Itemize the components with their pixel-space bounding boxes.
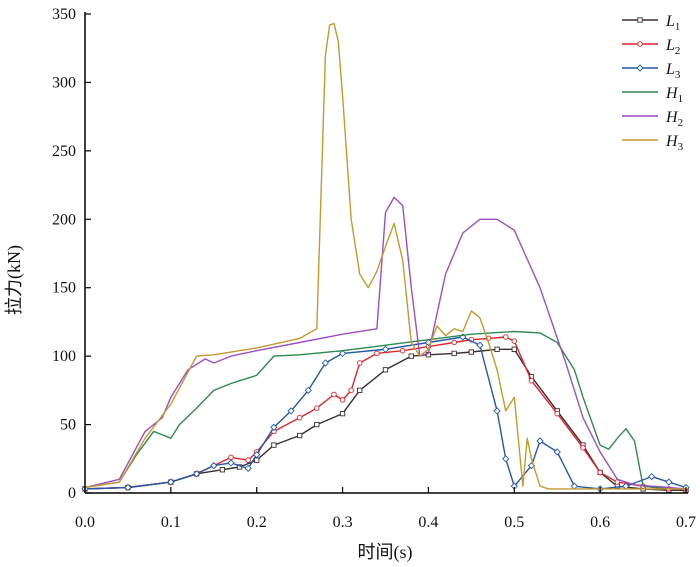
data-point <box>580 445 586 451</box>
series-line-l2 <box>84 336 686 490</box>
x-tick-label: 0.2 <box>247 514 267 531</box>
data-point <box>287 407 295 415</box>
data-point <box>245 457 251 463</box>
data-point <box>648 472 656 481</box>
tick-layer: 0.0 0.1 0.2 0.3 0.4 0.5 0.6 0.7 0 50 100 150 200 250 3… <box>52 6 696 531</box>
data-point <box>296 432 303 439</box>
axes <box>84 12 688 494</box>
series-layer <box>81 22 690 493</box>
y-tick-label: 50 <box>60 417 76 434</box>
legend-marker <box>637 41 643 47</box>
data-point <box>339 397 346 403</box>
legend-label: H1 <box>665 85 683 105</box>
data-point <box>228 454 234 461</box>
data-point <box>227 459 235 467</box>
data-point <box>665 478 673 486</box>
data-point <box>339 410 346 417</box>
data-point <box>124 483 132 492</box>
series-h3 <box>84 22 686 490</box>
y-tick-label: 200 <box>52 211 76 228</box>
legend-item-h3: H3 <box>622 133 684 153</box>
legend-label: H3 <box>665 133 684 153</box>
y-tick-label: 350 <box>52 6 76 23</box>
data-point <box>381 345 390 353</box>
data-point <box>356 360 363 366</box>
data-point <box>511 338 518 344</box>
y-tick-label: 150 <box>52 280 76 297</box>
data-point <box>348 387 354 394</box>
data-point <box>554 410 560 417</box>
series-h2 <box>84 196 687 490</box>
series-line-h2 <box>84 196 687 490</box>
legend: L1 L2 L3 H1 H2 H3 <box>622 13 684 153</box>
series-line-h3 <box>84 22 686 490</box>
legend-item-l1: L1 <box>622 13 680 33</box>
x-tick-label: 0.6 <box>590 514 610 531</box>
data-point <box>451 339 457 346</box>
legend-label: L3 <box>665 61 681 81</box>
y-tick-label: 250 <box>52 143 76 160</box>
series-l2 <box>82 334 689 492</box>
data-point <box>493 407 501 415</box>
legend-marker <box>637 17 643 23</box>
data-point <box>502 334 509 340</box>
data-point <box>321 359 330 367</box>
data-point <box>494 346 500 352</box>
data-point <box>408 353 414 359</box>
x-tick-label: 0.3 <box>333 514 353 531</box>
data-point <box>314 421 320 428</box>
data-point <box>253 451 261 459</box>
data-point <box>468 349 475 355</box>
data-point <box>314 405 320 411</box>
data-point <box>331 391 337 398</box>
series-h1 <box>84 330 686 490</box>
series-l1 <box>82 346 689 493</box>
data-point <box>382 367 389 373</box>
x-tick-label: 0.0 <box>75 514 95 531</box>
data-point <box>528 378 535 384</box>
data-point <box>244 464 252 473</box>
y-tick-label: 300 <box>52 74 76 91</box>
y-tick-label: 0 <box>68 485 76 502</box>
legend-item-h2: H2 <box>622 109 683 129</box>
data-point <box>536 437 544 445</box>
data-point <box>270 423 278 431</box>
data-point <box>219 467 226 473</box>
data-point <box>254 457 260 463</box>
y-tick-label: 100 <box>52 348 76 365</box>
data-point <box>511 346 517 352</box>
data-point <box>476 341 484 349</box>
data-point <box>210 461 218 470</box>
data-point <box>374 350 380 357</box>
legend-item-l3: L3 <box>622 61 681 81</box>
legend-label: L2 <box>665 37 680 57</box>
data-point <box>357 387 363 394</box>
data-point <box>597 469 603 476</box>
legend-label: L1 <box>665 13 680 33</box>
x-tick-label: 0.4 <box>418 514 438 531</box>
data-point <box>167 478 175 486</box>
x-tick-label: 0.5 <box>504 514 524 531</box>
data-point <box>399 347 406 354</box>
data-point <box>192 470 201 478</box>
x-axis-label: 时间(s) <box>358 542 413 563</box>
data-point <box>338 349 347 358</box>
data-point <box>271 442 277 448</box>
x-tick-label: 0.7 <box>676 514 696 531</box>
data-point <box>296 414 303 421</box>
legend-label: H2 <box>665 109 683 129</box>
y-axis-label: 拉力(kN) <box>4 245 25 315</box>
data-point <box>304 386 312 394</box>
legend-item-h1: H1 <box>622 85 683 105</box>
legend-marker <box>636 64 644 72</box>
series-line-h1 <box>84 330 686 490</box>
data-point <box>502 455 510 463</box>
data-point <box>451 350 457 357</box>
legend-item-l2: L2 <box>622 37 680 57</box>
x-tick-label: 0.1 <box>161 514 181 531</box>
data-point <box>553 448 561 456</box>
